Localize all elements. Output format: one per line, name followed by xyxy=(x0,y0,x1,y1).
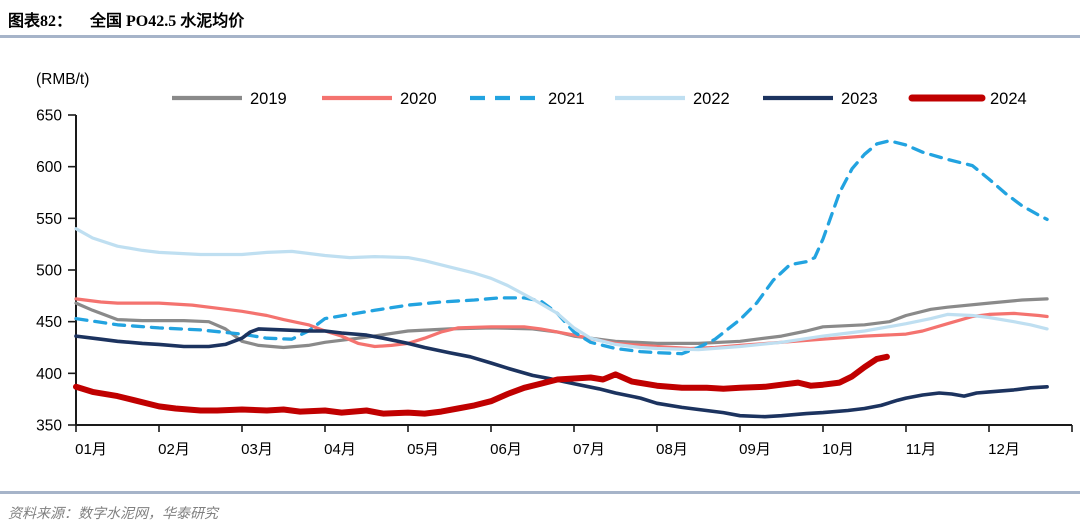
legend-label-2022: 2022 xyxy=(693,90,730,108)
legend-item-2021: 2021 xyxy=(470,90,585,108)
x-axis-ticks: 01月 02月 03月 04月 05月 06月 07月 08月 09月 10月 11月 12月 xyxy=(75,425,1073,458)
legend-label-2020: 2020 xyxy=(400,90,437,108)
x-tick-label: 01月 xyxy=(75,441,107,458)
figure-header: 图表82： 全国 PO42.5 水泥均价 xyxy=(0,0,1080,35)
x-tick-label: 04月 xyxy=(324,441,356,458)
series-line-2023 xyxy=(74,327,1049,419)
y-tick-label: 550 xyxy=(36,211,62,228)
x-tick-label: 07月 xyxy=(573,441,605,458)
y-tick-label: 600 xyxy=(36,159,62,176)
y-tick-label: 500 xyxy=(36,263,62,280)
legend-label-2024: 2024 xyxy=(990,90,1027,108)
x-tick-label: 03月 xyxy=(241,441,273,458)
cement-price-line-chart: (RMB/t) 2019 2020 2021 2022 2023 2024 350 400 4… xyxy=(36,71,1073,458)
x-tick-label: 09月 xyxy=(739,441,771,458)
x-tick-label: 11月 xyxy=(906,441,937,458)
chart-legend: 2019 2020 2021 2022 2023 2024 xyxy=(172,90,1027,108)
series-line-2020 xyxy=(74,297,1049,351)
figure-number: 图表82： xyxy=(8,13,73,30)
legend-item-2019: 2019 xyxy=(172,90,287,108)
x-tick-label: 08月 xyxy=(656,441,688,458)
legend-item-2023: 2023 xyxy=(763,90,878,108)
x-tick-label: 05月 xyxy=(407,441,439,458)
footer-divider xyxy=(0,491,1080,494)
legend-item-2020: 2020 xyxy=(322,90,437,108)
x-tick-label: 02月 xyxy=(158,441,190,458)
title-divider xyxy=(0,35,1080,38)
y-axis-unit-label: (RMB/t) xyxy=(36,71,89,88)
y-tick-label: 450 xyxy=(36,314,62,331)
series-line-2024 xyxy=(73,353,890,417)
legend-item-2022: 2022 xyxy=(615,90,730,108)
x-tick-label: 12月 xyxy=(988,441,1020,458)
y-tick-label: 650 xyxy=(36,108,62,125)
legend-item-2024: 2024 xyxy=(908,90,1027,108)
legend-label-2023: 2023 xyxy=(841,90,878,108)
y-tick-label: 350 xyxy=(36,418,62,435)
x-tick-label: 10月 xyxy=(822,441,854,458)
legend-label-2019: 2019 xyxy=(250,90,287,108)
source-note: 资料来源：数字水泥网，华泰研究 xyxy=(8,507,218,522)
y-axis-ticks: 350 400 450 500 550 600 650 xyxy=(36,108,76,435)
x-tick-label: 06月 xyxy=(490,441,522,458)
legend-label-2021: 2021 xyxy=(548,90,585,108)
series-line-2021 xyxy=(74,139,1049,356)
series-line-2022 xyxy=(74,227,1049,352)
figure-title: 全国 PO42.5 水泥均价 xyxy=(90,13,245,30)
y-tick-label: 400 xyxy=(36,366,62,383)
